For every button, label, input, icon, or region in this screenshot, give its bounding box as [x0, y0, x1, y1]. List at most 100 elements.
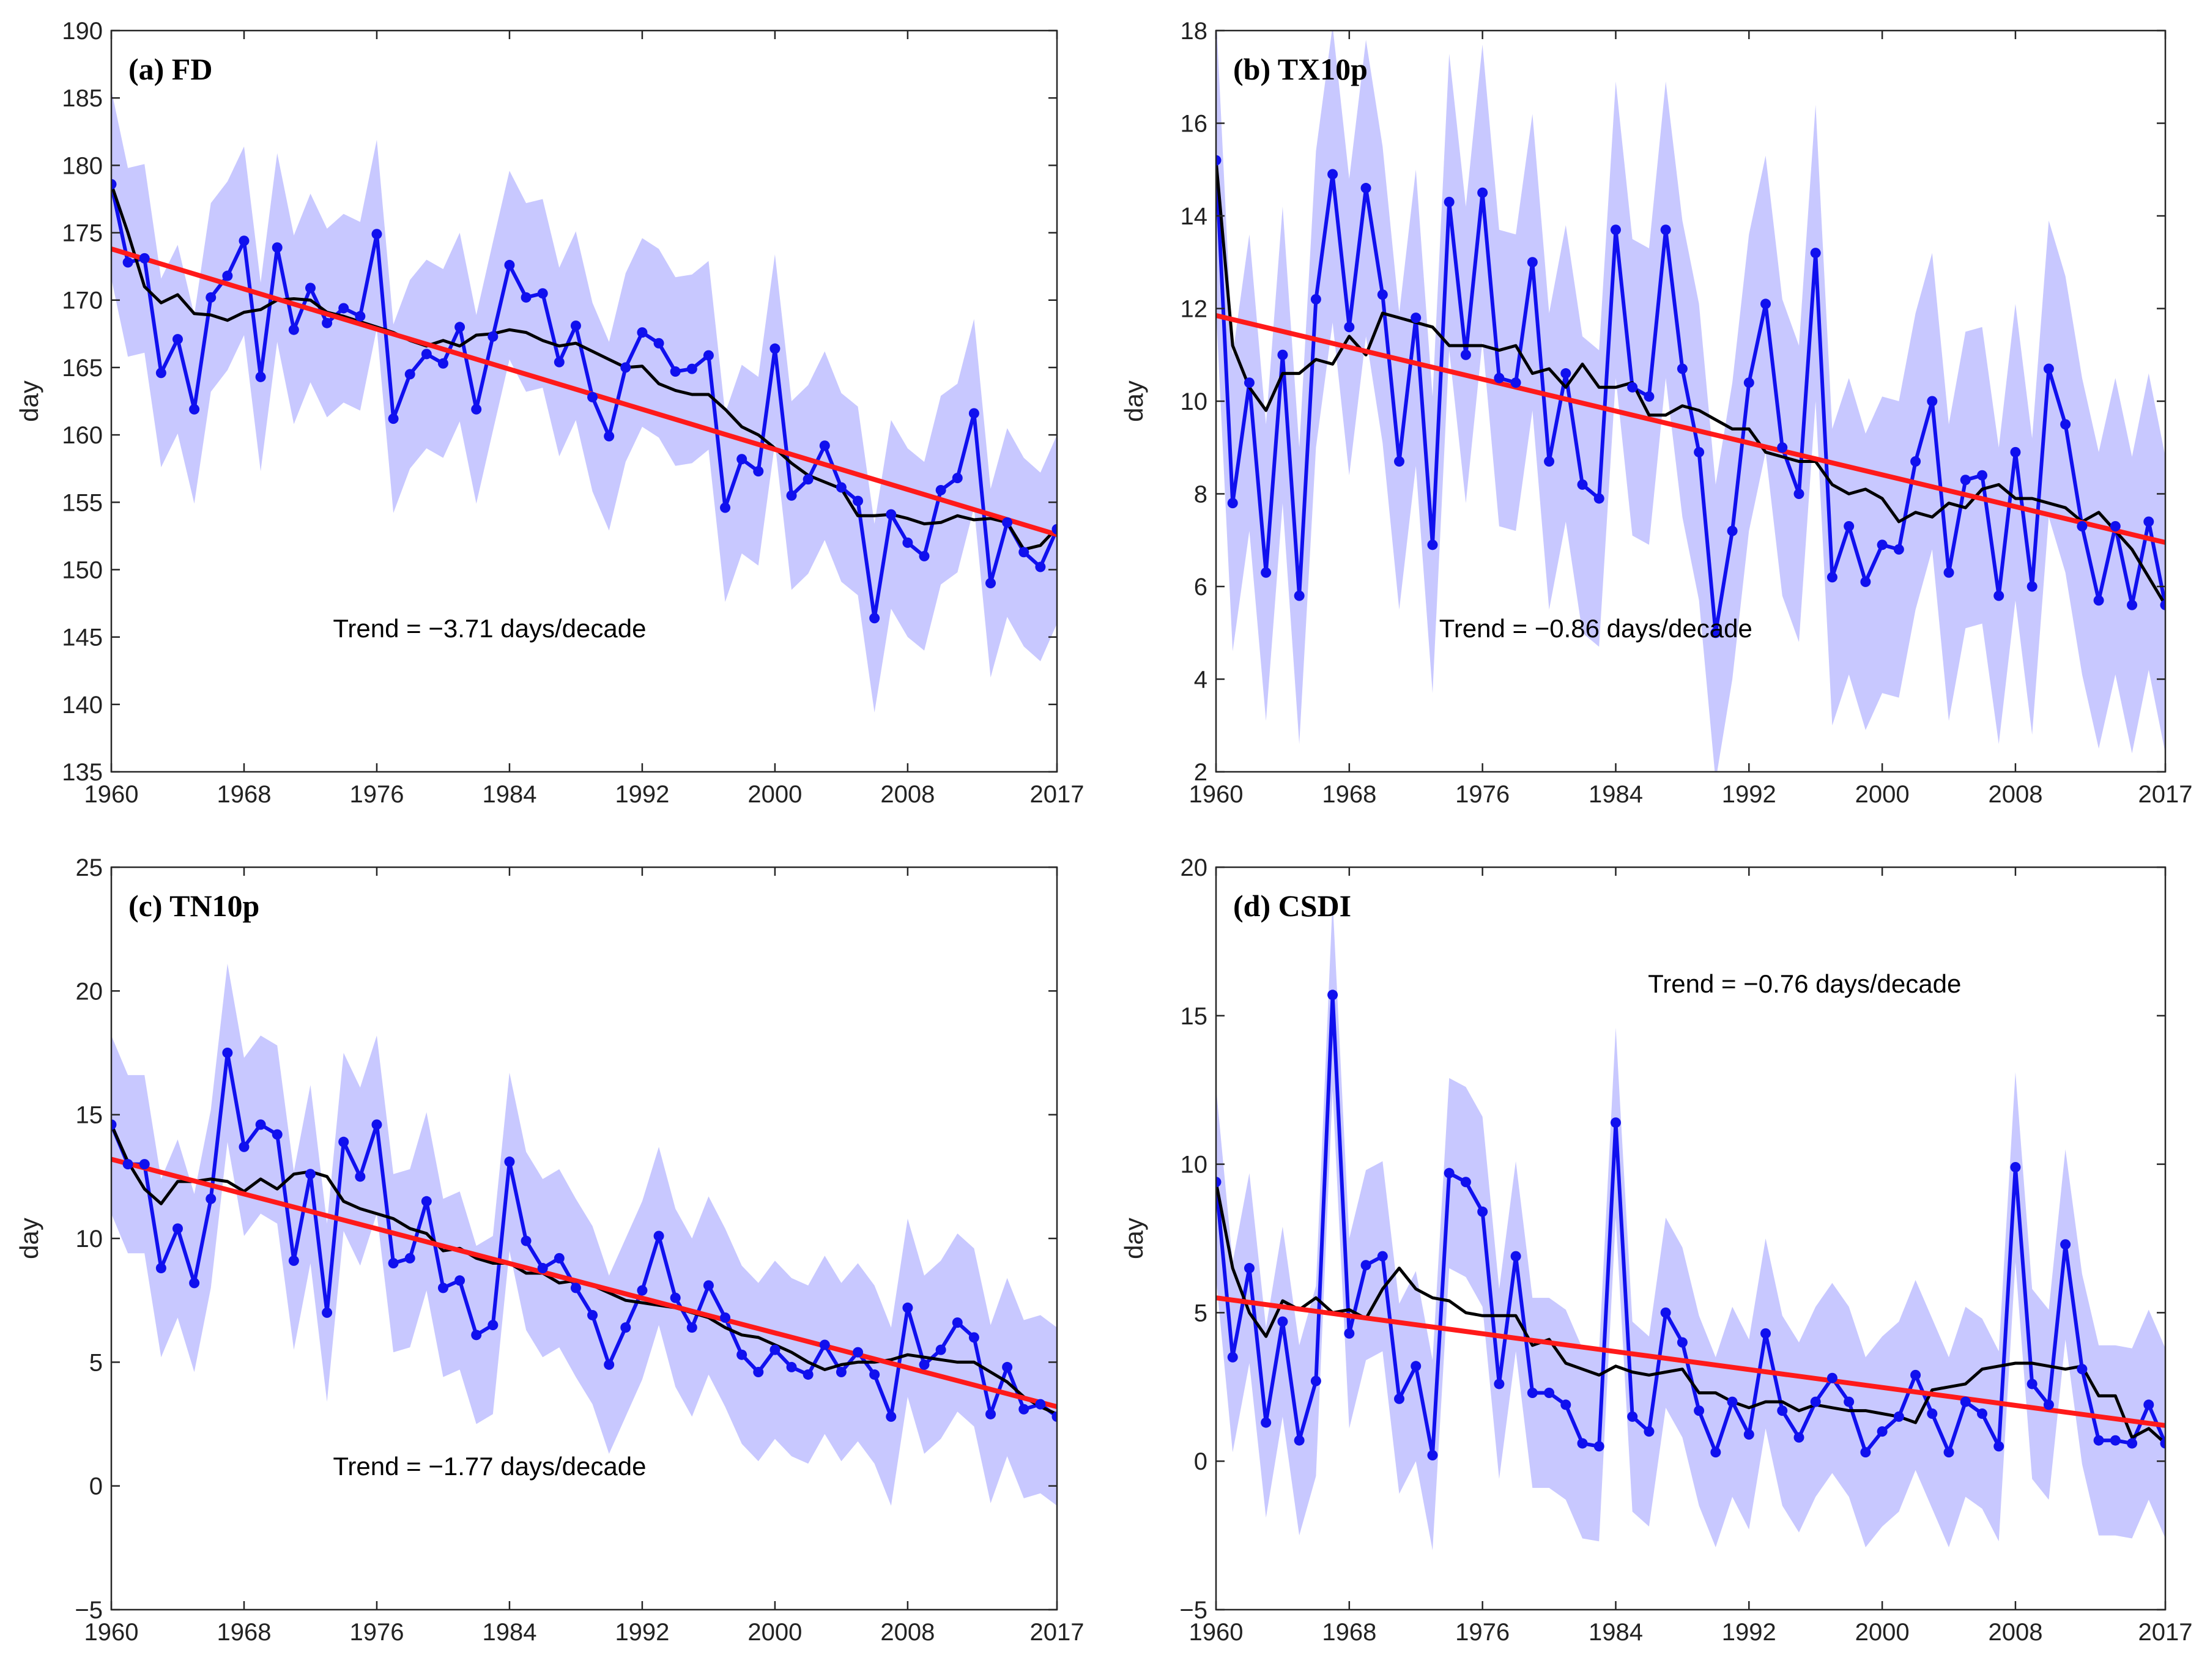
- data-point: [919, 550, 930, 561]
- data-point: [2093, 1435, 2104, 1446]
- data-point: [1660, 224, 1671, 235]
- data-point: [1560, 368, 1571, 379]
- y-tick-label: 14: [1181, 203, 1208, 230]
- data-point: [488, 1320, 499, 1331]
- y-tick-label: 20: [76, 978, 103, 1005]
- data-point: [1793, 1432, 1804, 1443]
- uncertainty-band: [111, 90, 1057, 712]
- data-point: [637, 1285, 648, 1296]
- data-point: [1727, 525, 1738, 536]
- data-point: [172, 334, 183, 345]
- data-point: [819, 1339, 830, 1350]
- data-point: [1261, 567, 1272, 578]
- data-point: [1527, 257, 1538, 268]
- data-point: [1310, 1375, 1321, 1386]
- data-point: [2160, 1438, 2165, 1449]
- y-tick-label: 0: [89, 1473, 103, 1500]
- data-point: [206, 1193, 217, 1204]
- data-point: [488, 331, 499, 342]
- data-point: [1694, 446, 1705, 457]
- data-point: [670, 366, 681, 377]
- y-tick-label: 155: [62, 489, 103, 516]
- data-point: [1051, 524, 1057, 535]
- trend-line: [111, 246, 1057, 537]
- data-point: [620, 362, 631, 373]
- data-point: [2160, 599, 2165, 610]
- data-point: [1444, 1167, 1455, 1179]
- data-point: [753, 1367, 764, 1378]
- data-point: [222, 270, 233, 281]
- data-point: [1544, 456, 1555, 467]
- data-point: [604, 1359, 615, 1370]
- y-tick-label: 16: [1181, 111, 1208, 138]
- data-point: [1627, 1411, 1638, 1422]
- data-point: [919, 1359, 930, 1370]
- data-point: [1002, 1361, 1013, 1372]
- data-point: [620, 1322, 631, 1333]
- y-tick-label: 185: [62, 85, 103, 112]
- data-point: [1002, 517, 1013, 528]
- data-point: [122, 257, 133, 268]
- x-tick-label: 2017: [2138, 781, 2193, 808]
- data-point: [2093, 595, 2104, 606]
- data-point: [769, 1344, 781, 1355]
- x-tick-label: 1976: [1455, 1619, 1510, 1646]
- data-point: [1877, 539, 1888, 550]
- data-point: [786, 1361, 797, 1372]
- data-point: [1610, 224, 1621, 235]
- data-point: [819, 440, 830, 451]
- data-point: [1593, 493, 1604, 504]
- data-point: [1844, 1396, 1855, 1407]
- data-point: [1577, 479, 1588, 490]
- data-point: [2010, 446, 2021, 457]
- data-point: [853, 1347, 864, 1358]
- data-point: [1710, 1447, 1721, 1458]
- x-tick-label: 1992: [1722, 1619, 1776, 1646]
- data-point: [1494, 372, 1505, 383]
- data-point: [404, 1253, 415, 1264]
- data-point: [1943, 1447, 1954, 1458]
- series-line-moving-average: [1216, 1182, 2165, 1445]
- data-point: [1360, 183, 1371, 194]
- y-tick-label: 5: [89, 1349, 103, 1376]
- data-point: [1644, 391, 1655, 402]
- data-point: [437, 358, 448, 369]
- trend-line: [1216, 1295, 2165, 1428]
- data-point: [1677, 1337, 1688, 1348]
- data-point: [1510, 377, 1521, 388]
- data-point: [1927, 396, 1938, 407]
- data-point: [388, 413, 399, 424]
- data-point: [703, 1280, 714, 1291]
- data-point: [902, 537, 913, 548]
- data-point: [1743, 1429, 1754, 1440]
- data-point: [1327, 169, 1338, 180]
- x-tick-label: 1960: [1189, 1619, 1244, 1646]
- data-point: [935, 1344, 946, 1355]
- plot-area: [1216, 31, 2165, 772]
- data-point: [1018, 547, 1029, 558]
- x-tick-label: 1968: [217, 1619, 271, 1646]
- y-tick-label: 6: [1194, 574, 1207, 601]
- data-point: [471, 404, 482, 415]
- x-tick-label: 1984: [482, 781, 536, 808]
- data-point: [222, 1048, 233, 1058]
- data-point: [1593, 1441, 1604, 1452]
- data-point: [1227, 1352, 1238, 1363]
- data-point: [305, 1169, 316, 1180]
- data-point: [255, 1119, 266, 1130]
- data-point: [454, 322, 465, 333]
- data-point: [769, 343, 781, 354]
- data-point: [554, 1253, 565, 1264]
- data-point: [2010, 1161, 2021, 1172]
- data-point: [1244, 377, 1255, 388]
- data-point: [1993, 1441, 2004, 1452]
- data-point: [139, 1159, 150, 1170]
- data-point: [869, 1369, 880, 1380]
- trend-annotation: Trend = −0.86 days/decade: [1439, 614, 1752, 643]
- data-point: [239, 235, 250, 246]
- y-axis-label: day: [1119, 1218, 1148, 1259]
- data-point: [338, 1136, 349, 1147]
- data-point: [1927, 1408, 1938, 1419]
- x-tick-label: 1960: [84, 1619, 139, 1646]
- y-tick-label: −5: [1179, 1597, 1207, 1624]
